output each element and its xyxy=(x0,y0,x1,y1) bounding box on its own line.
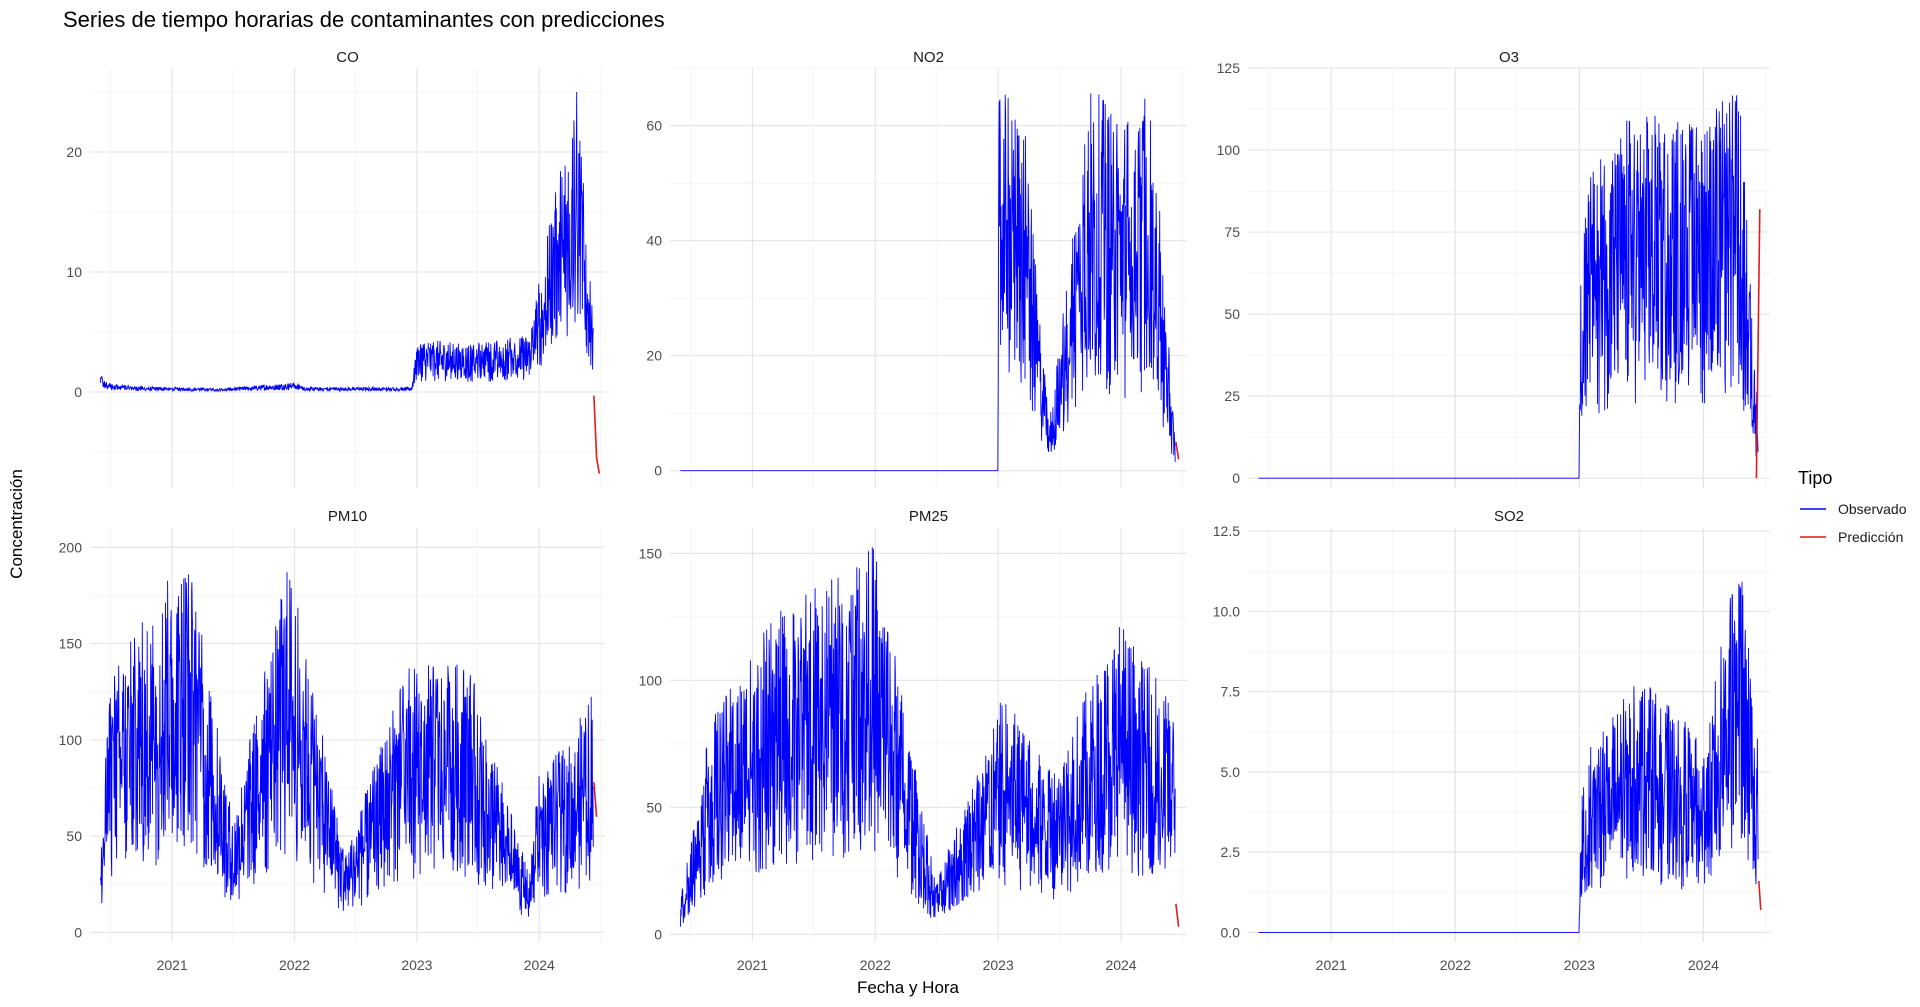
y-tick-label: 7.5 xyxy=(1221,684,1241,700)
series-prediccion-pm25 xyxy=(1175,903,1180,927)
y-tick-label: 100 xyxy=(1217,142,1241,158)
x-tick-label: 2022 xyxy=(860,957,891,973)
x-tick-label: 2023 xyxy=(1564,957,1595,973)
x-tick-label: 2023 xyxy=(983,957,1014,973)
panel-title-o3: O3 xyxy=(1499,49,1519,66)
x-tick-label: 2021 xyxy=(1316,957,1347,973)
chart-title: Series de tiempo horarias de contaminant… xyxy=(63,7,665,32)
series-observado-co xyxy=(99,91,594,393)
y-tick-label: 12.5 xyxy=(1213,523,1240,539)
y-tick-label: 10 xyxy=(66,264,82,280)
y-tick-label: 5.0 xyxy=(1221,764,1241,780)
x-tick-label: 2024 xyxy=(524,957,555,973)
panel-title-co: CO xyxy=(336,49,359,66)
legend-label-observado: Observado xyxy=(1838,501,1907,517)
y-tick-label: 2.5 xyxy=(1221,844,1241,860)
panel-o3: O3 0 25 50 75 100 125 xyxy=(1217,49,1770,488)
legend-title: Tipo xyxy=(1798,468,1832,488)
panel-pm25: PM25 0 50 100 150 2021 2022 2023 2024 xyxy=(639,508,1187,973)
y-tick-label: 25 xyxy=(1224,388,1240,404)
panel-pm10: PM10 0 50 100 150 200 2021 2022 2023 2024 xyxy=(59,508,605,973)
y-tick-label: 50 xyxy=(66,828,82,844)
y-tick-label: 10.0 xyxy=(1213,603,1240,619)
x-tick-label: 2024 xyxy=(1105,957,1136,973)
y-tick-label: 50 xyxy=(1224,306,1240,322)
y-tick-label: 150 xyxy=(59,636,83,652)
x-tick-label: 2022 xyxy=(279,957,310,973)
y-tick-label: 125 xyxy=(1217,60,1241,76)
x-axis-title: Fecha y Hora xyxy=(857,978,960,997)
series-observado-pm10 xyxy=(99,572,594,917)
y-tick-label: 20 xyxy=(66,144,82,160)
y-tick-label: 0.0 xyxy=(1221,924,1241,940)
y-tick-label: 200 xyxy=(59,539,83,555)
panel-co: CO 0 10 20 xyxy=(66,49,605,488)
y-tick-label: 100 xyxy=(59,732,83,748)
series-prediccion-co xyxy=(593,395,601,474)
y-tick-label: 75 xyxy=(1224,224,1240,240)
y-tick-label: 0 xyxy=(1232,470,1240,486)
y-tick-label: 40 xyxy=(646,233,662,249)
panel-title-so2: SO2 xyxy=(1494,508,1524,525)
y-axis-title: Concentración xyxy=(7,469,26,579)
y-tick-label: 50 xyxy=(646,799,662,815)
y-tick-label: 60 xyxy=(646,118,662,134)
y-tick-label: 0 xyxy=(654,463,662,479)
panel-no2: NO2 0 20 40 60 xyxy=(646,49,1187,488)
x-tick-label: 2024 xyxy=(1688,957,1719,973)
x-tick-label: 2021 xyxy=(737,957,768,973)
legend-label-prediccion: Predicción xyxy=(1838,529,1903,545)
panel-title-no2: NO2 xyxy=(913,49,944,66)
panel-title-pm25: PM25 xyxy=(909,508,948,525)
y-tick-label: 150 xyxy=(639,545,663,561)
series-prediccion-no2 xyxy=(1175,441,1180,460)
series-observado-pm25 xyxy=(679,547,1176,927)
y-tick-label: 0 xyxy=(654,926,662,942)
series-observado-so2 xyxy=(1258,581,1759,933)
x-tick-label: 2023 xyxy=(401,957,432,973)
y-tick-label: 20 xyxy=(646,348,662,364)
x-tick-label: 2021 xyxy=(157,957,188,973)
facet-panels: CO 0 10 20 NO2 0 20 40 60 O3 0 25 50 75 100 125 PM10 0 50 1… xyxy=(59,49,1770,973)
y-tick-label: 0 xyxy=(74,384,82,400)
y-tick-label: 0 xyxy=(74,924,82,940)
series-observado-o3 xyxy=(1258,95,1759,479)
panel-title-pm10: PM10 xyxy=(328,508,367,525)
series-observado-no2 xyxy=(680,93,1176,472)
panel-so2: SO2 0.0 2.5 5.0 7.5 10.0 12.5 2021 2022 2023 2024 xyxy=(1213,508,1770,973)
y-tick-label: 100 xyxy=(639,672,663,688)
series-prediccion-pm10 xyxy=(593,782,598,817)
series-prediccion-so2 xyxy=(1758,880,1762,910)
legend: Tipo Observado Predicción xyxy=(1798,468,1907,545)
series-prediccion-o3 xyxy=(1755,209,1761,479)
x-tick-label: 2022 xyxy=(1440,957,1471,973)
